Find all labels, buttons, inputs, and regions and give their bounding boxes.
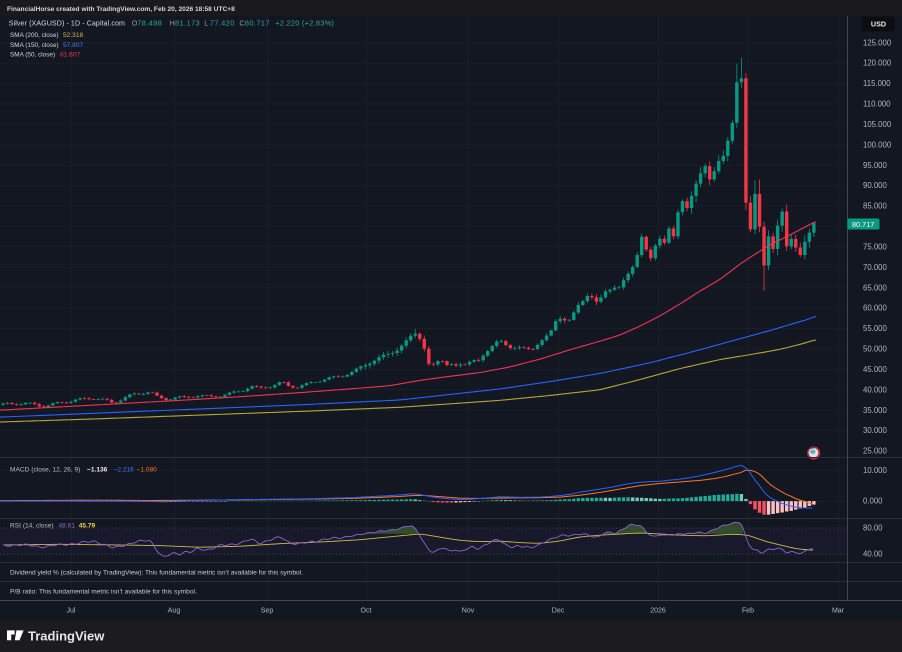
svg-text:FinancialHorse created with Tr: FinancialHorse created with TradingView.… (7, 6, 235, 13)
svg-text:80.00: 80.00 (863, 524, 883, 533)
svg-text:Sep: Sep (261, 608, 274, 615)
svg-text:80.717: 80.717 (245, 19, 270, 28)
svg-text:2026: 2026 (650, 608, 666, 615)
svg-text:SMA (200, close): SMA (200, close) (10, 32, 59, 39)
svg-text:95.000: 95.000 (863, 161, 888, 170)
svg-text:SMA (150, close): SMA (150, close) (10, 42, 59, 49)
svg-text:60.000: 60.000 (863, 304, 888, 313)
svg-text:70.000: 70.000 (863, 263, 888, 272)
svg-text:Aug: Aug (168, 608, 181, 615)
svg-text:30.000: 30.000 (863, 426, 888, 435)
svg-text:81.173: 81.173 (175, 19, 200, 28)
svg-text:Silver (XAGUSD) - 1D - Capital: Silver (XAGUSD) - 1D - Capital.com (9, 20, 125, 28)
svg-text:−1.136: −1.136 (87, 467, 108, 474)
svg-text:40.00: 40.00 (863, 550, 883, 559)
svg-text:USD: USD (871, 20, 886, 29)
svg-text:120.000: 120.000 (863, 59, 892, 68)
svg-text:45.79: 45.79 (79, 523, 96, 530)
svg-text:75.000: 75.000 (863, 242, 888, 251)
svg-text:77.420: 77.420 (210, 19, 235, 28)
svg-text:35.000: 35.000 (863, 406, 888, 415)
svg-text:Nov: Nov (462, 608, 475, 615)
svg-text:48.61: 48.61 (59, 523, 76, 530)
svg-text:Dec: Dec (552, 608, 565, 615)
svg-text:MACD (close, 12, 26, 9): MACD (close, 12, 26, 9) (10, 467, 80, 474)
svg-text:RSI (14, close): RSI (14, close) (10, 523, 54, 530)
svg-text:115.000: 115.000 (863, 79, 891, 88)
svg-text:O: O (132, 19, 138, 28)
svg-text:90.000: 90.000 (863, 181, 888, 190)
svg-text:+2.220 (+2.83%): +2.220 (+2.83%) (275, 19, 334, 28)
svg-text:H: H (170, 19, 175, 28)
svg-text:C: C (239, 19, 244, 28)
svg-text:Oct: Oct (361, 608, 372, 615)
svg-text:Mar: Mar (832, 608, 845, 615)
svg-text:P/B ratio: This fundamental me: P/B ratio: This fundamental metric isn’t… (10, 589, 197, 596)
svg-text:25.000: 25.000 (863, 447, 888, 456)
svg-text:40.000: 40.000 (863, 385, 888, 394)
svg-text:0.000: 0.000 (863, 497, 883, 506)
svg-text:−2.216: −2.216 (114, 467, 135, 474)
svg-text:TradingView: TradingView (28, 629, 105, 644)
svg-text:Dividend yield % (calculated b: Dividend yield % (calculated by TradingV… (10, 570, 303, 577)
svg-text:125.000: 125.000 (863, 38, 892, 47)
svg-text:Feb: Feb (742, 608, 754, 615)
svg-text:105.000: 105.000 (863, 120, 892, 129)
svg-text:57.807: 57.807 (63, 42, 84, 49)
svg-text:52.318: 52.318 (63, 32, 84, 39)
svg-text:Jul: Jul (67, 608, 76, 615)
svg-text:110.000: 110.000 (863, 100, 891, 109)
svg-text:45.000: 45.000 (863, 365, 888, 374)
svg-text:85.000: 85.000 (863, 202, 888, 211)
svg-text:80.717: 80.717 (852, 220, 874, 229)
svg-text:81.607: 81.607 (60, 51, 81, 58)
svg-text:10.000: 10.000 (863, 466, 888, 475)
svg-text:−1.080: −1.080 (137, 467, 158, 474)
svg-text:L: L (204, 19, 208, 28)
svg-text:50.000: 50.000 (863, 345, 888, 354)
svg-text:SMA (50, close): SMA (50, close) (10, 51, 55, 58)
svg-text:78.498: 78.498 (137, 19, 162, 28)
svg-text:100.000: 100.000 (863, 140, 892, 149)
svg-text:55.000: 55.000 (863, 324, 888, 333)
svg-text:65.000: 65.000 (863, 283, 888, 292)
